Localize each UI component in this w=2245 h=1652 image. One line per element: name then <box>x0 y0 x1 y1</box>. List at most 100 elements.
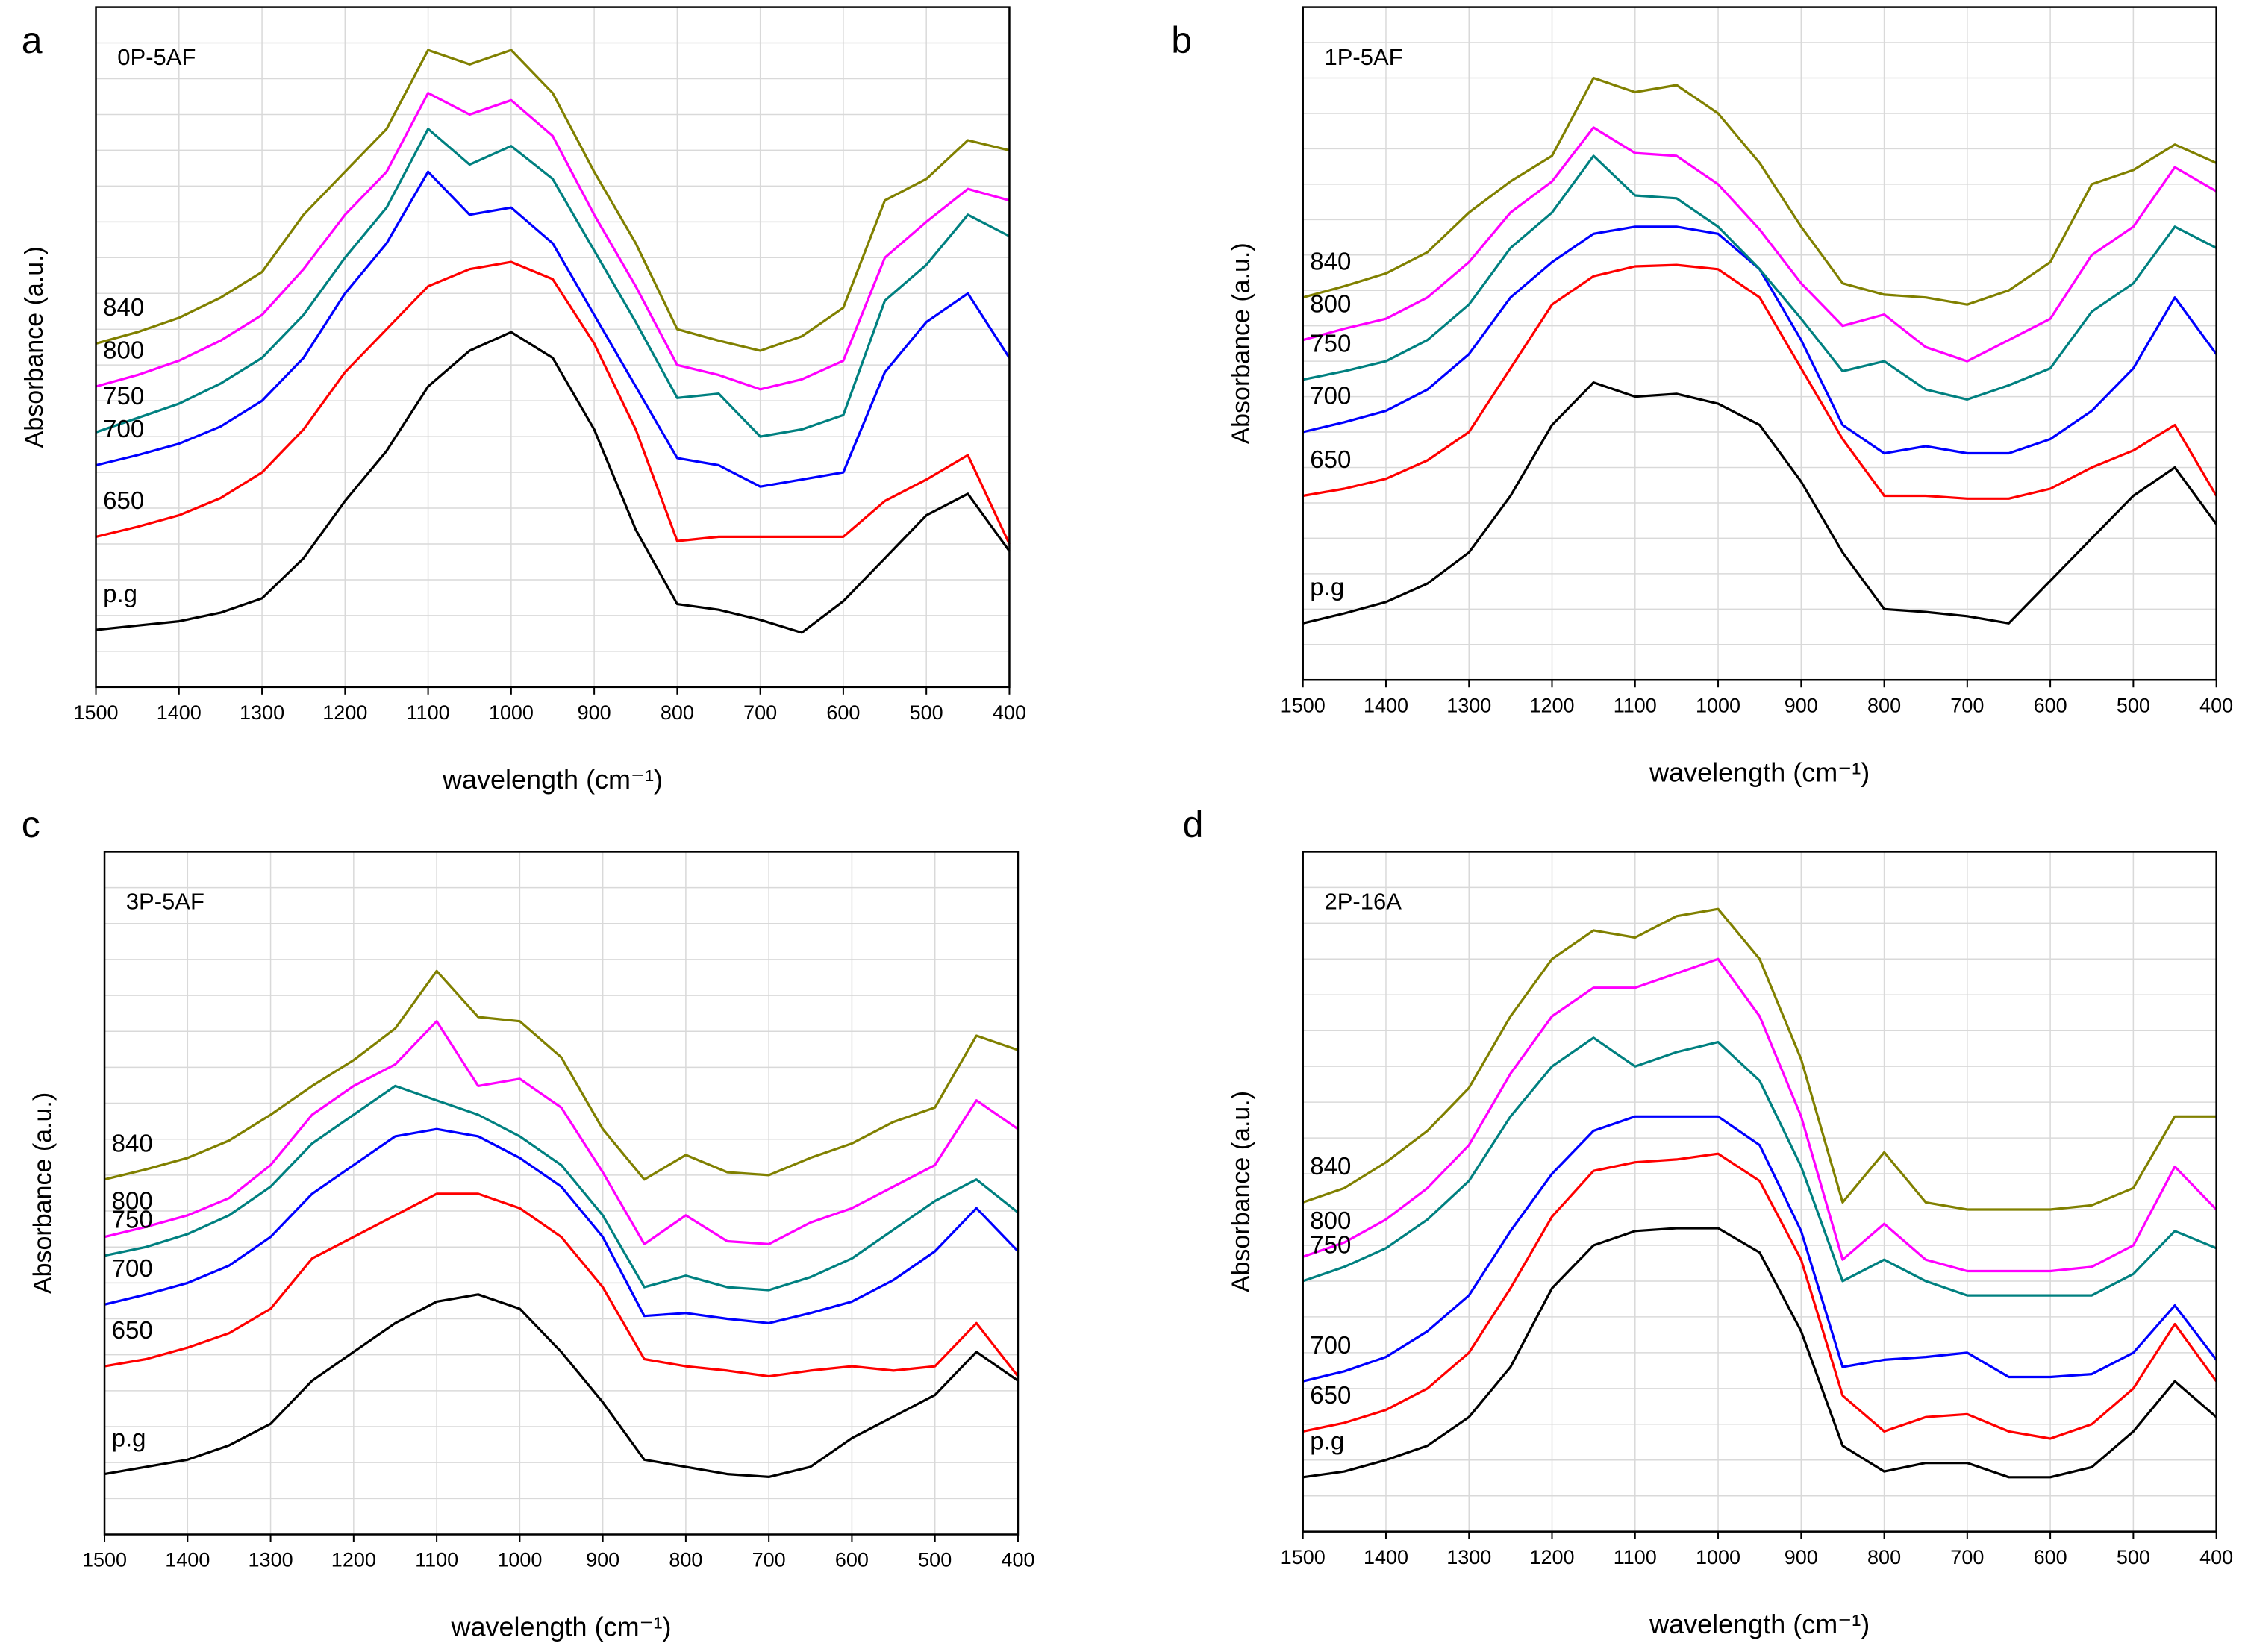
panel-letter: c <box>22 804 40 845</box>
x-tick-label: 1300 <box>249 1549 293 1571</box>
x-tick-label: 1100 <box>407 701 450 724</box>
panel-title: 3P-5AF <box>126 889 204 915</box>
x-tick-label: 900 <box>1785 694 1818 716</box>
panel-letter: a <box>22 19 43 61</box>
y-axis-label: Absorbance (a.u.) <box>1227 243 1255 444</box>
series-label: 650 <box>1310 445 1351 473</box>
x-tick-label: 1000 <box>1696 1546 1740 1568</box>
series-line <box>1302 1152 2217 1440</box>
x-tick-label: 900 <box>578 701 611 724</box>
x-tick-label: 1500 <box>1281 694 1326 716</box>
x-tick-label: 800 <box>1867 694 1901 716</box>
series-label: 840 <box>1310 1152 1351 1180</box>
series-label: 840 <box>103 293 144 321</box>
x-tick-label: 800 <box>1867 1546 1901 1568</box>
x-tick-label: 800 <box>669 1549 702 1571</box>
series-line <box>1302 1115 2217 1383</box>
panel-letter: b <box>1171 19 1192 61</box>
x-tick-label: 500 <box>2117 694 2150 716</box>
x-tick-label: 1300 <box>240 701 284 724</box>
series-label: 840 <box>112 1129 153 1157</box>
series-label: 840 <box>1310 247 1351 275</box>
x-tick-label: 700 <box>743 701 777 724</box>
x-tick-label: 1500 <box>82 1549 127 1571</box>
series-line <box>1302 1036 2217 1297</box>
panel: 1500 1400 1300 1200 1100 1000 900 800 700 600 500 4… <box>22 804 1035 1642</box>
series-line <box>96 170 1011 488</box>
x-tick-label: 1000 <box>1696 694 1740 716</box>
series-line <box>1302 907 2217 1211</box>
series-line <box>96 49 1010 352</box>
x-tick-label: 600 <box>826 701 860 724</box>
plot-frame <box>1302 851 2217 1533</box>
x-tick-label: 600 <box>835 1549 869 1571</box>
series-label: 700 <box>1310 382 1351 410</box>
series-line <box>96 331 1011 634</box>
x-tick-label: 1400 <box>165 1549 210 1571</box>
series-label: 750 <box>1310 329 1351 357</box>
series-label: p.g <box>112 1424 146 1451</box>
series-line <box>96 260 1011 545</box>
series-line <box>1302 957 2217 1273</box>
x-tick-label: 800 <box>661 701 694 724</box>
x-tick-label: 1000 <box>497 1549 542 1571</box>
x-tick-label: 900 <box>1785 1546 1818 1568</box>
series-line <box>1302 126 2217 363</box>
x-axis-label: wavelength (cm⁻¹) <box>450 1612 671 1642</box>
x-tick-label: 400 <box>2199 694 2233 716</box>
series-label: 750 <box>103 382 144 410</box>
x-tick-label: 500 <box>910 701 943 724</box>
series-line <box>96 92 1010 391</box>
series-label: 650 <box>112 1316 153 1344</box>
panel-title: 2P-16A <box>1324 889 1402 915</box>
x-axis-label: wavelength (cm⁻¹) <box>442 764 663 795</box>
x-tick-label: 400 <box>993 701 1026 724</box>
x-tick-label: 1300 <box>1446 694 1491 716</box>
series-line <box>1302 263 2217 500</box>
series-label: p.g <box>1310 1427 1344 1454</box>
series-line <box>104 969 1019 1181</box>
y-axis-label: Absorbance (a.u.) <box>20 246 49 448</box>
x-tick-label: 400 <box>2199 1546 2233 1568</box>
panel-title: 1P-5AF <box>1324 44 1402 70</box>
x-tick-label: 1200 <box>1529 694 1574 716</box>
plot-frame <box>1302 6 2217 681</box>
x-tick-label: 1500 <box>1281 1546 1326 1568</box>
x-tick-label: 1400 <box>1364 1546 1408 1568</box>
series-line <box>1302 154 2217 401</box>
panel-title: 0P-5AF <box>117 44 196 70</box>
x-tick-label: 900 <box>586 1549 619 1571</box>
panel: 1500 1400 1300 1200 1100 1000 900 800 700 600 500 4… <box>1171 6 2233 787</box>
series-label: 800 <box>1310 1207 1351 1234</box>
series-line <box>104 1084 1019 1292</box>
series-label: 800 <box>1310 290 1351 317</box>
series-label: 800 <box>112 1186 153 1214</box>
x-tick-label: 500 <box>918 1549 952 1571</box>
series-label: 700 <box>112 1254 153 1282</box>
x-tick-label: 1200 <box>1529 1546 1574 1568</box>
panel: 1500 1400 1300 1200 1100 1000 900 800 700 600 500 4… <box>1183 804 2234 1639</box>
series-label: 700 <box>103 415 144 442</box>
x-tick-label: 1200 <box>322 701 367 724</box>
x-tick-label: 600 <box>2034 694 2067 716</box>
x-tick-label: 700 <box>1950 1546 1984 1568</box>
x-tick-label: 1100 <box>415 1549 458 1571</box>
x-tick-label: 500 <box>2117 1546 2150 1568</box>
series-line <box>104 1192 1020 1378</box>
series-label: p.g <box>103 580 137 607</box>
x-tick-label: 700 <box>752 1549 786 1571</box>
panel-letter: d <box>1183 804 1204 845</box>
y-axis-label: Absorbance (a.u.) <box>1227 1091 1255 1292</box>
series-label: 650 <box>103 486 144 514</box>
series-line <box>1302 1227 2217 1479</box>
series-line <box>104 1127 1020 1324</box>
x-tick-label: 1400 <box>1364 694 1408 716</box>
plot-frame <box>95 6 1011 689</box>
x-tick-label: 1400 <box>157 701 202 724</box>
series-line <box>1302 76 2217 306</box>
series-line <box>95 128 1011 438</box>
series-label: 750 <box>1310 1231 1351 1259</box>
x-tick-label: 1100 <box>1614 694 1657 716</box>
x-axis-label: wavelength (cm⁻¹) <box>1649 1609 1870 1639</box>
